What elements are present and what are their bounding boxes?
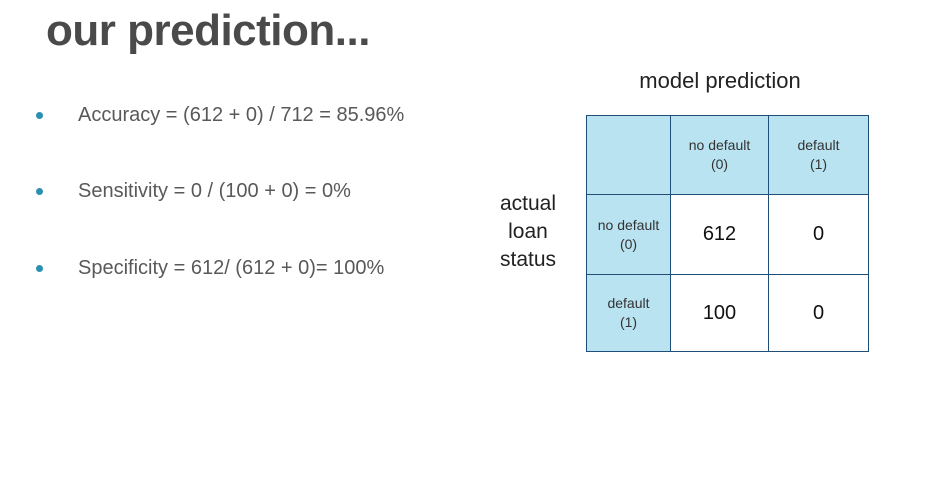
column-header-no-default: no default (0) [670, 115, 769, 195]
bullet-dot-icon [36, 112, 43, 119]
row-title-line: status [499, 248, 557, 271]
row-header-default: default (1) [586, 274, 671, 352]
row-title-line: actual [499, 192, 557, 215]
bullet-dot-icon [36, 188, 43, 195]
header-line: (0) [710, 156, 729, 172]
header-line: no default [597, 216, 660, 233]
bullet-dot-icon [36, 265, 43, 272]
row-header-no-default: no default (0) [586, 194, 671, 275]
header-line: (1) [619, 314, 638, 330]
slide-title: our prediction... [46, 6, 370, 55]
matrix-value-cell: 0 [768, 194, 869, 275]
row-title-line: loan [508, 220, 548, 243]
matrix-value-cell: 0 [768, 274, 869, 352]
column-header-default: default (1) [768, 115, 869, 195]
header-line: default [607, 295, 650, 311]
bullet-item-specificity: Specificity = 612/ (612 + 0)= 100% [36, 257, 384, 280]
bullet-item-accuracy: Accuracy = (612 + 0) / 712 = 85.96% [36, 104, 404, 127]
header-line: (0) [619, 235, 638, 252]
matrix-row-no-default: no default (0) 612 0 [586, 194, 869, 275]
bullet-text: Sensitivity = 0 / (100 + 0) = 0% [78, 180, 351, 202]
matrix-value-cell: 100 [670, 274, 769, 352]
bullet-item-sensitivity: Sensitivity = 0 / (100 + 0) = 0% [36, 180, 351, 203]
matrix-column-title: model prediction [639, 68, 801, 93]
matrix-row-title: actual loan status [488, 190, 568, 274]
bullet-text: Specificity = 612/ (612 + 0)= 100% [78, 257, 385, 279]
header-line: default [797, 137, 840, 153]
bullet-text: Accuracy = (612 + 0) / 712 = 85.96% [78, 104, 405, 126]
confusion-matrix: no default (0) default (1) no default (0… [586, 115, 869, 352]
header-line: no default [688, 137, 751, 153]
matrix-value-cell: 612 [670, 194, 769, 275]
header-line: (1) [809, 156, 828, 172]
matrix-header-row: no default (0) default (1) [586, 115, 869, 195]
matrix-corner-cell [586, 115, 671, 195]
matrix-row-default: default (1) 100 0 [586, 274, 869, 352]
